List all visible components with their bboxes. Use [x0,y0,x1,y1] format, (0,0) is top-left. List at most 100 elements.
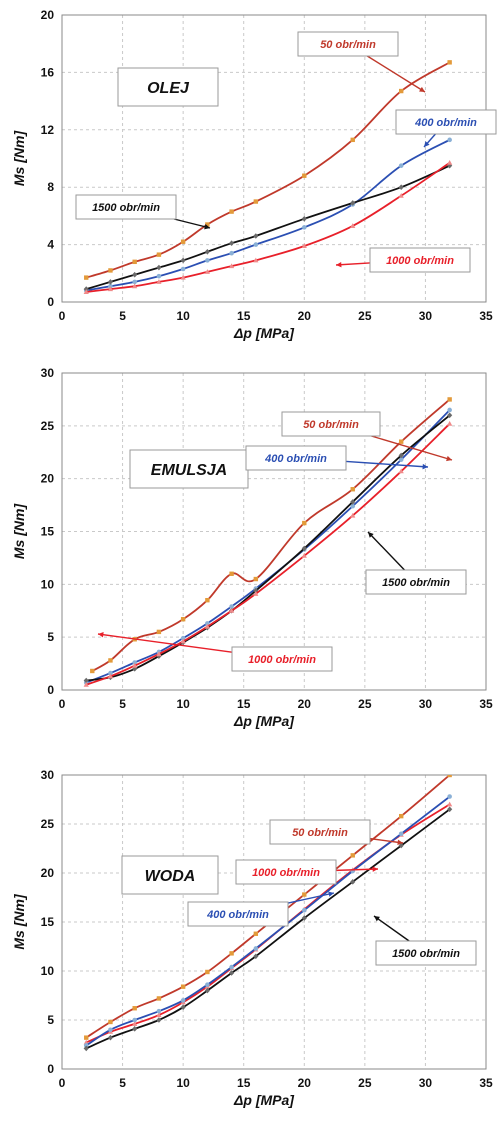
data-point [204,987,210,994]
x-tick-label: 25 [358,1076,372,1090]
data-point [398,468,404,474]
data-point [229,607,235,613]
data-point [108,670,113,676]
series-label-box [235,859,337,885]
axes-frame [61,372,487,691]
data-point [156,264,162,271]
data-point [107,673,114,679]
series-label: 1500 obr/min [92,202,160,214]
x-tick-label: 5 [119,1076,126,1090]
x-tick-label: 30 [419,697,433,711]
data-point [156,629,162,635]
label-arrowhead [422,463,428,470]
data-point [350,487,355,492]
y-axis-label: Ms [Nm] [11,130,27,187]
data-point [253,199,259,204]
label-arrowhead [446,455,452,462]
label-arrowhead [368,532,374,538]
x-axis-label: Δp [MPa] [233,325,295,341]
label-arrow [287,892,335,904]
y-tick-label: 5 [47,1013,54,1027]
data-point [301,907,307,913]
data-point [204,248,210,255]
x-tick-label: 15 [237,309,251,323]
label-arrowhead [98,632,104,638]
data-point [447,160,453,165]
series-label: 50 obr/min [320,39,376,51]
data-point [350,503,356,509]
data-point [205,621,210,626]
data-point [399,439,404,444]
x-tick-label: 30 [419,309,433,323]
data-point [350,223,356,228]
data-point [156,651,162,657]
y-tick-label: 0 [47,683,54,697]
data-point [90,668,95,674]
data-point [132,660,137,665]
y-tick-label: 20 [41,8,55,22]
data-point [180,274,186,280]
data-point [132,283,138,289]
data-point [229,263,235,269]
panel-label-box [129,449,249,489]
data-point [253,233,259,239]
data-point [180,998,186,1003]
series-label-box [369,247,471,273]
data-point [132,1021,138,1026]
chart-panel-woda: 0 5 10 15 20 25 30 35 0 5 10 15 20 25 30 Δp [MPa] Ms [Nm… [11,768,493,1108]
y-tick-label: 0 [47,1062,54,1076]
data-point [132,1026,138,1032]
label-arrow [97,633,233,653]
data-point [180,239,186,244]
label-arrowhead [424,141,430,147]
x-tick-label: 20 [298,1076,312,1090]
data-point [447,775,452,778]
series-group [83,775,453,1052]
data-point [301,243,307,249]
data-point [108,1027,113,1033]
y-tick-label: 20 [41,472,55,486]
data-point [83,1045,89,1052]
series-line [85,808,451,1050]
y-tick-label: 20 [41,866,55,880]
data-point [205,258,210,263]
y-tick-label: 15 [41,525,55,539]
series-label-box [187,901,289,927]
data-point [350,499,356,505]
series-label-box [375,940,477,966]
data-point [205,222,210,227]
series-label: 400 obr/min [414,117,477,129]
y-tick-label: 25 [41,817,55,831]
data-point [83,681,89,687]
data-point [180,266,186,272]
data-point [301,915,307,921]
series-label-box [269,819,371,845]
x-tick-label: 0 [59,697,66,711]
y-tick-label: 10 [41,577,55,591]
series-label-box [297,31,399,57]
data-point [350,853,355,858]
series-label: 1000 obr/min [252,867,320,879]
series-label-box [365,569,467,595]
data-point [204,623,210,629]
label-arrow [373,915,410,942]
data-point [180,617,186,622]
data-point [132,271,138,278]
label-arrow [335,262,371,266]
data-point [350,879,356,885]
data-point [156,1017,162,1023]
data-point [108,1019,113,1025]
y-tick-label: 25 [41,419,55,433]
data-point [447,397,452,402]
data-point [447,794,452,799]
data-point [253,953,259,960]
data-point [350,512,356,518]
series-label: 400 obr/min [206,909,269,921]
data-point [205,969,210,975]
data-point [84,275,89,280]
data-point [180,1004,186,1011]
data-point [180,635,186,641]
data-point [447,60,452,65]
